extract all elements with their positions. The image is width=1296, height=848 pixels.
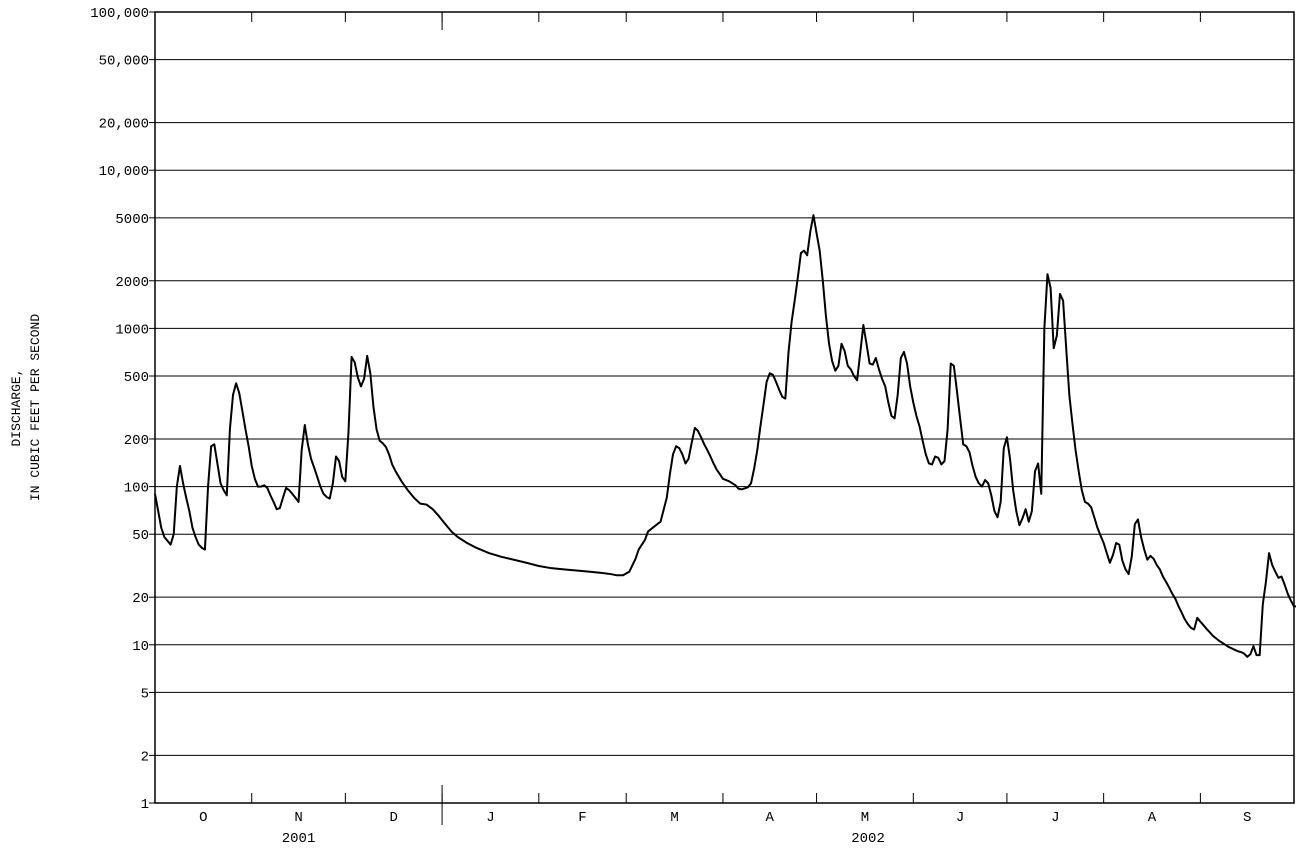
month-label: N [294, 810, 302, 826]
year-label: 2002 [851, 831, 885, 847]
month-label: J [956, 810, 964, 826]
y-axis-label-line2: IN CUBIC FEET PER SECOND [28, 314, 43, 501]
x-axis-ticks [251, 12, 1201, 803]
month-label: A [766, 810, 775, 826]
month-label: M [670, 810, 678, 826]
year-label: 2001 [282, 831, 316, 847]
y-tick-label: 20 [132, 591, 149, 607]
y-tick-label: 20,000 [99, 117, 149, 133]
y-tick-label: 50 [132, 528, 149, 544]
y-tick-label: 1 [141, 797, 149, 813]
y-tick-label: 2 [141, 749, 149, 765]
month-label: A [1148, 810, 1157, 826]
discharge-line [154, 214, 1296, 658]
y-tick-label: 100 [124, 481, 149, 497]
plot-frame [154, 11, 1295, 804]
month-label: S [1243, 810, 1251, 826]
y-tick-label: 50,000 [99, 54, 149, 70]
y-tick-label: 5 [141, 686, 149, 702]
y-tick-label: 500 [124, 370, 149, 386]
y-tick-label: 10 [132, 639, 149, 655]
horizontal-gridlines [155, 59, 1294, 756]
year-labels: 2001 2002 [282, 12, 885, 847]
y-tick-label: 2000 [115, 275, 149, 291]
y-tick-label: 200 [124, 433, 149, 449]
month-label: O [199, 810, 207, 826]
month-label: D [390, 810, 398, 826]
month-label: J [486, 810, 494, 826]
y-tick-label: 5000 [115, 212, 149, 228]
month-label: F [578, 810, 586, 826]
y-axis-tick-labels: 1 2 5 10 20 50 100 200 500 1000 2000 5000 10,000 20,0… [90, 6, 155, 813]
y-tick-label: 10,000 [99, 164, 149, 180]
y-tick-label: 1000 [115, 322, 149, 338]
month-label: J [1051, 810, 1059, 826]
y-axis-label-line1: DISCHARGE, [9, 368, 24, 446]
month-label: M [861, 810, 869, 826]
y-tick-label: 100,000 [90, 6, 149, 22]
